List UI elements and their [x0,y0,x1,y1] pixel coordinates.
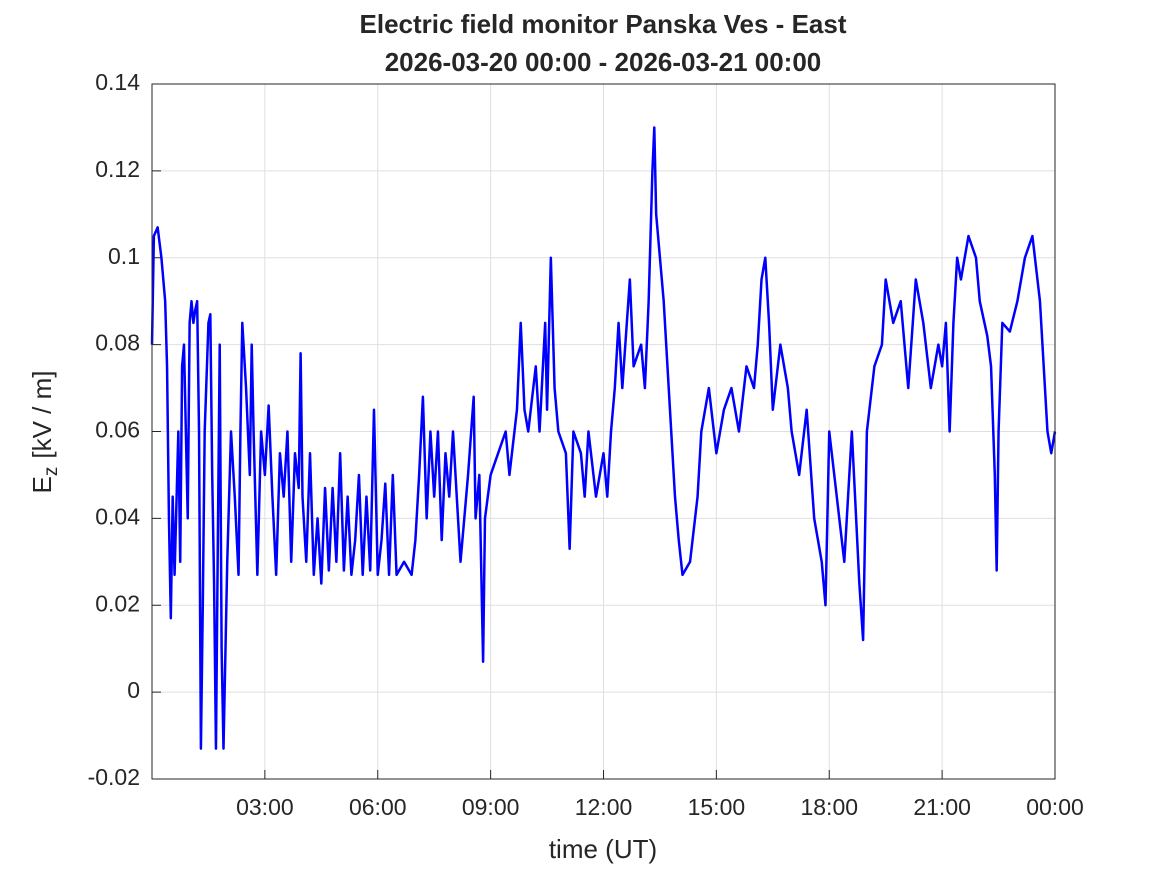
x-tick-label: 06:00 [349,794,407,820]
x-axis-label: time (UT) [549,834,657,864]
y-label-symbol: E [27,476,57,493]
plot-frame [151,83,1056,780]
y-tick-label: 0.08 [95,330,140,356]
y-tick-label: -0.02 [88,764,140,790]
x-tick-label: 00:00 [1026,794,1084,820]
chart-title: Electric field monitor Panska Ves - East [360,9,847,39]
y-tick-label: 0.12 [95,156,140,182]
chart-subtitle: 2026-03-20 00:00 - 2026-03-21 00:00 [385,47,822,77]
x-tick-label: 18:00 [800,794,858,820]
x-tick-label: 15:00 [688,794,746,820]
x-tick-label: 09:00 [462,794,520,820]
y-tick-label: 0.02 [95,590,140,616]
y-label-subscript: z [41,467,62,477]
y-label-unit: [kV / m] [27,371,57,459]
y-axis-label: Ez [kV / m] [27,371,62,494]
data-line [150,126,1057,750]
y-tick-label: 0.14 [95,69,140,95]
x-tick-label: 03:00 [236,794,294,820]
x-tick-label: 21:00 [913,794,971,820]
y-tick-label: 0.1 [108,243,140,269]
x-tick-label: 12:00 [575,794,633,820]
y-tick-label: 0 [127,677,140,703]
y-tick-label: 0.04 [95,503,140,529]
y-tick-label: 0.06 [95,417,140,443]
